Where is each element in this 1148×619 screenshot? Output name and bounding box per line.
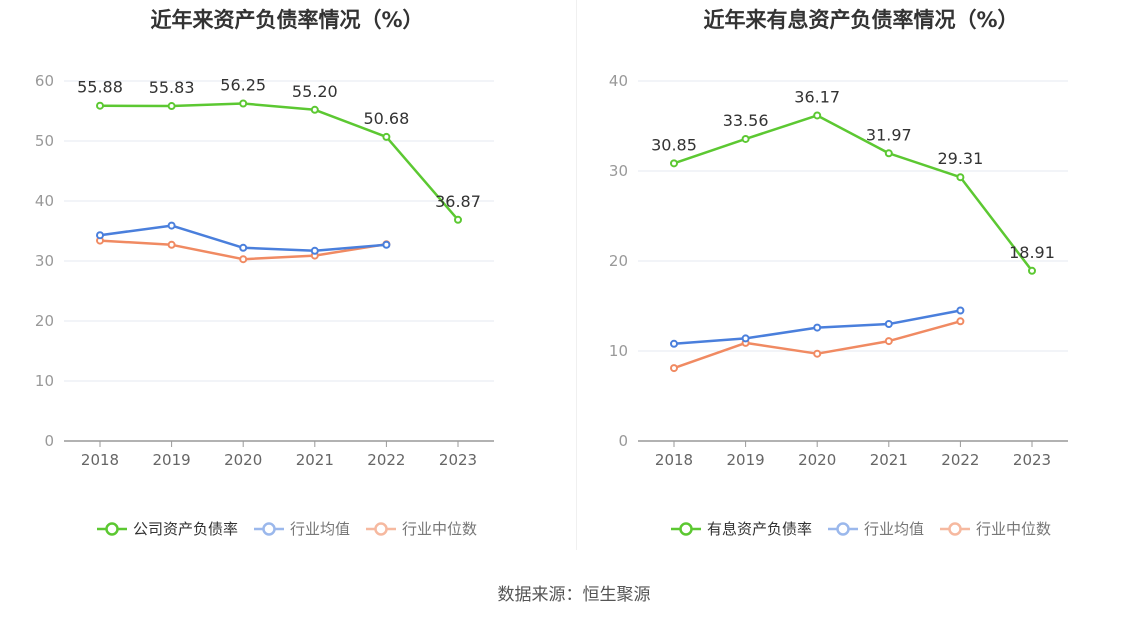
panel-divider [576, 0, 577, 550]
left-x-tick-label: 2021 [296, 451, 334, 469]
left-data-point-company[interactable] [382, 132, 391, 141]
legend-swatch-company-icon [670, 521, 701, 536]
right-data-label: 31.97 [866, 125, 912, 144]
right-x-tick-label: 2019 [727, 451, 765, 469]
right-data-point-industry_avg[interactable] [956, 306, 965, 315]
right-data-point-company[interactable] [813, 111, 822, 120]
right-y-tick-label: 40 [609, 72, 628, 90]
legend-swatch-industry-median-icon [940, 521, 970, 536]
left-y-tick-label: 0 [44, 432, 54, 450]
legend-label-industry-median-left: 行业中位数 [402, 520, 478, 538]
left-y-tick-label: 30 [35, 252, 54, 270]
right-data-point-industry_median[interactable] [884, 337, 893, 346]
right-data-point-company[interactable] [741, 134, 750, 143]
legend-item-industry-median-right[interactable]: 行业中位数 [940, 518, 1051, 539]
left-data-label: 50.68 [363, 109, 409, 128]
right-data-point-company[interactable] [670, 159, 678, 168]
legend-item-industry-median-left[interactable]: 行业中位数 [366, 518, 477, 539]
left-data-point-industry_avg[interactable] [239, 243, 248, 252]
right-data-point-company[interactable] [884, 149, 893, 158]
legend-swatch-industry-avg-icon [253, 521, 284, 536]
legend-swatch-company-icon [96, 521, 127, 536]
right-x-tick-label: 2018 [655, 451, 693, 469]
legend-left: 公司资产负债率 行业均值 行业中位数 [0, 518, 574, 539]
right-data-point-industry_avg[interactable] [670, 339, 678, 348]
right-data-point-industry_median[interactable] [670, 364, 678, 373]
chart-panel-left: 近年来资产负债率情况（%） 0 10 20 30 40 50 60 2018 2019 2020 2… [0, 0, 574, 560]
right-data-point-industry_avg[interactable] [813, 323, 822, 332]
right-data-point-industry_avg[interactable] [741, 334, 750, 343]
left-data-label: 55.20 [292, 82, 338, 101]
legend-label-industry-avg-left: 行业均值 [289, 520, 350, 538]
right-data-label: 30.85 [651, 135, 697, 154]
right-data-label: 36.17 [794, 87, 840, 106]
left-data-point-company[interactable] [239, 99, 248, 108]
left-x-tick-label: 2019 [153, 451, 191, 469]
left-x-tick-label: 2023 [439, 451, 477, 469]
left-data-label: 36.87 [435, 192, 481, 211]
left-x-tick-label: 2022 [367, 451, 405, 469]
left-data-point-industry_avg[interactable] [96, 231, 104, 240]
right-data-point-industry_avg[interactable] [884, 320, 893, 328]
chart-right: 0 10 20 30 40 2018 2019 2020 2021 2022 2023 30.85 33… [609, 72, 1068, 469]
data-source: 数据来源：恒生聚源 [497, 585, 651, 605]
right-y-tick-label: 10 [609, 342, 628, 360]
legend-swatch-industry-median-icon [366, 521, 396, 536]
left-data-point-industry_median[interactable] [167, 240, 176, 249]
right-data-point-company[interactable] [1028, 266, 1036, 275]
legend-item-company-right[interactable]: 有息资产负债率 [670, 518, 812, 539]
chart-panel-right: 近年来有息资产负债率情况（%） 0 10 20 30 40 2018 2019 2020 202… [574, 0, 1148, 560]
left-x-tick-label: 2020 [224, 451, 262, 469]
legend-right: 有息资产负债率 行业均值 行业中位数 [574, 518, 1148, 539]
left-data-label: 55.83 [149, 78, 195, 97]
left-y-tick-label: 40 [35, 192, 54, 210]
right-data-point-industry_median[interactable] [956, 317, 965, 326]
left-y-tick-label: 60 [35, 72, 54, 90]
right-x-tick-label: 2023 [1013, 451, 1051, 469]
right-data-point-company[interactable] [956, 173, 965, 182]
legend-swatch-industry-avg-icon [827, 521, 858, 536]
left-y-tick-label: 20 [35, 312, 54, 330]
legend-item-industry-avg-right[interactable]: 行业均值 [827, 518, 924, 539]
left-data-point-industry_avg[interactable] [310, 246, 319, 255]
right-x-tick-label: 2021 [870, 451, 908, 469]
chart-left: 0 10 20 30 40 50 60 2018 2019 2020 2021 2022 2023 55.… [35, 72, 494, 469]
right-data-point-industry_median[interactable] [813, 349, 822, 358]
right-y-tick-label: 0 [618, 432, 628, 450]
left-data-point-industry_avg[interactable] [382, 240, 391, 249]
legend-label-industry-median-right: 行业中位数 [976, 520, 1052, 538]
left-x-tick-label: 2018 [81, 451, 119, 469]
left-data-point-industry_median[interactable] [239, 255, 248, 264]
chart-title-left: 近年来资产负债率情况（%） [150, 8, 424, 32]
left-y-tick-label: 10 [35, 372, 54, 390]
left-data-point-company[interactable] [167, 102, 176, 111]
legend-item-industry-avg-left[interactable]: 行业均值 [253, 518, 350, 539]
right-data-label: 33.56 [723, 111, 769, 130]
left-data-point-company[interactable] [454, 215, 462, 224]
right-data-label: 18.91 [1009, 243, 1055, 262]
right-x-tick-label: 2020 [798, 451, 836, 469]
left-data-point-company[interactable] [96, 101, 104, 110]
left-data-point-industry_avg[interactable] [167, 221, 176, 230]
left-data-label: 55.88 [77, 78, 123, 97]
legend-label-company-left: 公司资产负债率 [132, 520, 238, 538]
legend-label-industry-avg-right: 行业均值 [863, 520, 924, 538]
right-x-tick-label: 2022 [941, 451, 979, 469]
right-y-tick-label: 30 [609, 162, 628, 180]
left-data-point-company[interactable] [310, 105, 319, 114]
right-series-line-company [673, 114, 1033, 272]
right-data-label: 29.31 [937, 149, 983, 168]
left-y-tick-label: 50 [35, 132, 54, 150]
chart-title-right: 近年来有息资产负债率情况（%） [703, 8, 1019, 32]
right-y-tick-label: 20 [609, 252, 628, 270]
legend-label-company-right: 有息资产负债率 [706, 520, 812, 538]
left-data-label: 56.25 [220, 76, 266, 95]
legend-item-company-left[interactable]: 公司资产负债率 [96, 518, 238, 539]
left-series-line-company [99, 102, 459, 221]
